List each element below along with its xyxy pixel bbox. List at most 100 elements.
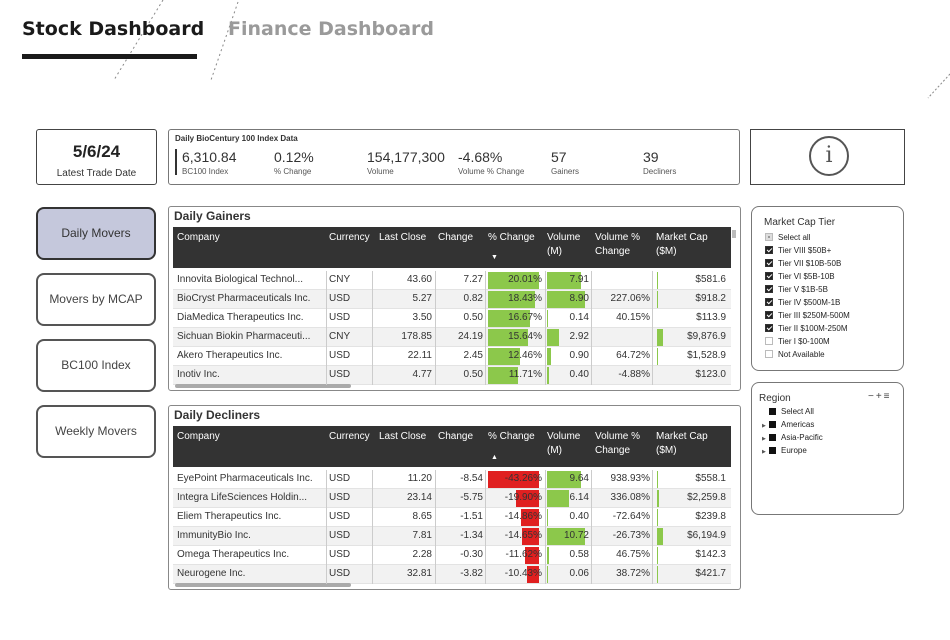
checkbox-icon[interactable]: [769, 447, 776, 454]
table-row[interactable]: Inotiv Inc. USD 4.77 0.50 11.71% 0.40 -4.88% $1…: [173, 366, 731, 385]
nav-weekly-movers-button[interactable]: Weekly Movers: [36, 405, 156, 458]
cell-currency: USD: [329, 312, 351, 323]
cell-volume: 9.64: [569, 473, 589, 484]
checkbox-icon[interactable]: [765, 350, 773, 358]
sort-asc-icon[interactable]: ▲: [491, 454, 498, 461]
expand-caret-icon[interactable]: ▶: [762, 449, 766, 455]
table-row[interactable]: Integra LifeSciences Holdin... USD 23.14 -5…: [173, 489, 731, 508]
table-row[interactable]: BioCryst Pharmaceuticals Inc. USD 5.27 0.82…: [173, 290, 731, 309]
market-cap-option[interactable]: Tier V $1B-5B: [765, 285, 828, 294]
column-header-pct-change[interactable]: % Change: [488, 232, 535, 243]
expand-caret-icon[interactable]: ▶: [762, 423, 766, 429]
column-header-company[interactable]: Company: [177, 232, 220, 243]
table-row[interactable]: DiaMedica Therapeutics Inc. USD 3.50 0.50 16…: [173, 309, 731, 328]
checkbox-icon[interactable]: [769, 421, 776, 428]
column-header-volume[interactable]: Volume (M): [547, 431, 581, 456]
info-icon[interactable]: i: [809, 136, 849, 176]
checkbox-icon[interactable]: [765, 285, 773, 293]
table-row[interactable]: EyePoint Pharmaceuticals Inc. USD 11.20 -8.…: [173, 470, 731, 489]
tab-finance-dashboard[interactable]: Finance Dashboard: [228, 18, 435, 40]
horizontal-scrollbar[interactable]: [175, 583, 351, 587]
region-option[interactable]: Select All: [762, 407, 814, 416]
market-cap-option[interactable]: Tier VII $10B-50B: [765, 259, 841, 268]
active-tab-underline: [22, 54, 197, 59]
column-header-company[interactable]: Company: [177, 431, 220, 442]
checkbox-icon[interactable]: [765, 324, 773, 332]
cell-market-cap: $918.2: [695, 293, 726, 304]
cell-market-cap: $421.7: [695, 568, 726, 579]
cell-company: BioCryst Pharmaceuticals Inc.: [177, 293, 311, 304]
checkbox-icon[interactable]: [765, 246, 773, 254]
column-header-last-close[interactable]: Last Close: [379, 232, 427, 243]
column-header-last-close[interactable]: Last Close: [379, 431, 427, 442]
checkbox-icon[interactable]: [765, 233, 773, 241]
horizontal-scrollbar[interactable]: [175, 384, 351, 388]
index-card-title: Daily BioCentury 100 Index Data: [175, 134, 298, 143]
option-label: Select all: [778, 233, 811, 242]
table-row[interactable]: Sichuan Biokin Pharmaceuti... CNY 178.85 24…: [173, 328, 731, 347]
column-divider: [435, 271, 436, 385]
column-divider: [652, 470, 653, 584]
cell-pct-change: -10.43%: [504, 568, 542, 579]
checkbox-icon[interactable]: [765, 259, 773, 267]
daily-decliners-table: Daily Decliners Company Currency Last Clos…: [168, 405, 741, 590]
column-header-volume-pct-change[interactable]: Volume % Change: [595, 232, 641, 257]
slicer-tools-icon[interactable]: −+≡: [868, 391, 892, 402]
cell-change: 7.27: [463, 274, 483, 285]
column-header-currency[interactable]: Currency: [329, 431, 370, 442]
column-header-market-cap[interactable]: Market Cap ($M): [656, 232, 708, 257]
info-card[interactable]: i: [750, 129, 905, 185]
checkbox-icon[interactable]: [769, 408, 776, 415]
table-row[interactable]: ImmunityBio Inc. USD 7.81 -1.34 -14.65% 10.72…: [173, 527, 731, 546]
checkbox-icon[interactable]: [765, 337, 773, 345]
column-header-change[interactable]: Change: [438, 232, 474, 243]
market-cap-option[interactable]: Tier VIII $50B+: [765, 246, 831, 255]
column-header-currency[interactable]: Currency: [329, 232, 370, 243]
region-slicer-title: Region: [759, 393, 791, 404]
checkbox-icon[interactable]: [765, 311, 773, 319]
region-option[interactable]: ▶ Asia-Pacific: [762, 433, 823, 442]
region-option[interactable]: ▶ Europe: [762, 446, 807, 455]
cell-company: Innovita Biological Technol...: [177, 274, 304, 285]
stat-volume-pct-change: -4.68% Volume % Change: [458, 149, 524, 176]
column-header-volume-pct-change[interactable]: Volume % Change: [595, 431, 641, 456]
market-cap-option[interactable]: Select all: [765, 233, 810, 242]
vertical-scrollbar[interactable]: [732, 230, 736, 238]
region-option[interactable]: ▶ Americas: [762, 420, 814, 429]
column-header-change[interactable]: Change: [438, 431, 474, 442]
checkbox-icon[interactable]: [765, 298, 773, 306]
cell-currency: USD: [329, 549, 351, 560]
volume-bar: [547, 348, 551, 365]
table-row[interactable]: Akero Therapeutics Inc. USD 22.11 2.45 12.46…: [173, 347, 731, 366]
tab-stock-dashboard[interactable]: Stock Dashboard: [22, 18, 205, 40]
table-row[interactable]: Omega Therapeutics Inc. USD 2.28 -0.30 -11.6…: [173, 546, 731, 565]
market-cap-option[interactable]: Tier II $100M-250M: [765, 324, 848, 333]
pct-change-bar: [488, 310, 531, 327]
cell-currency: USD: [329, 568, 351, 579]
volume-bar: [547, 490, 569, 507]
cell-change: 2.45: [463, 350, 483, 361]
sort-desc-icon[interactable]: ▼: [491, 254, 498, 261]
column-header-pct-change[interactable]: % Change: [488, 431, 535, 442]
nav-movers-by-mcap-button[interactable]: Movers by MCAP: [36, 273, 156, 326]
cell-volume: 6.14: [569, 492, 589, 503]
nav-bc100-index-button[interactable]: BC100 Index: [36, 339, 156, 392]
nav-daily-movers-button[interactable]: Daily Movers: [36, 207, 156, 260]
market-cap-option[interactable]: Not Available: [765, 350, 825, 359]
market-cap-option[interactable]: Tier I $0-100M: [765, 337, 830, 346]
market-cap-option[interactable]: Tier IV $500M-1B: [765, 298, 840, 307]
volume-bar: [547, 471, 582, 488]
option-label: Tier V $1B-5B: [778, 285, 828, 294]
checkbox-icon[interactable]: [765, 272, 773, 280]
column-header-volume[interactable]: Volume (M): [547, 232, 581, 257]
checkbox-icon[interactable]: [769, 434, 776, 441]
table-row[interactable]: Innovita Biological Technol... CNY 43.60 7.…: [173, 271, 731, 290]
pct-change-bar: [488, 329, 528, 346]
table-row[interactable]: Neurogene Inc. USD 32.81 -3.82 -10.43% 0.06 38…: [173, 565, 731, 584]
expand-caret-icon[interactable]: ▶: [762, 436, 766, 442]
market-cap-option[interactable]: Tier VI $5B-10B: [765, 272, 835, 281]
market-cap-option[interactable]: Tier III $250M-500M: [765, 311, 850, 320]
table-row[interactable]: Eliem Therapeutics Inc. USD 8.65 -1.51 -14.8…: [173, 508, 731, 527]
column-header-market-cap[interactable]: Market Cap ($M): [656, 431, 708, 456]
column-divider: [591, 470, 592, 584]
